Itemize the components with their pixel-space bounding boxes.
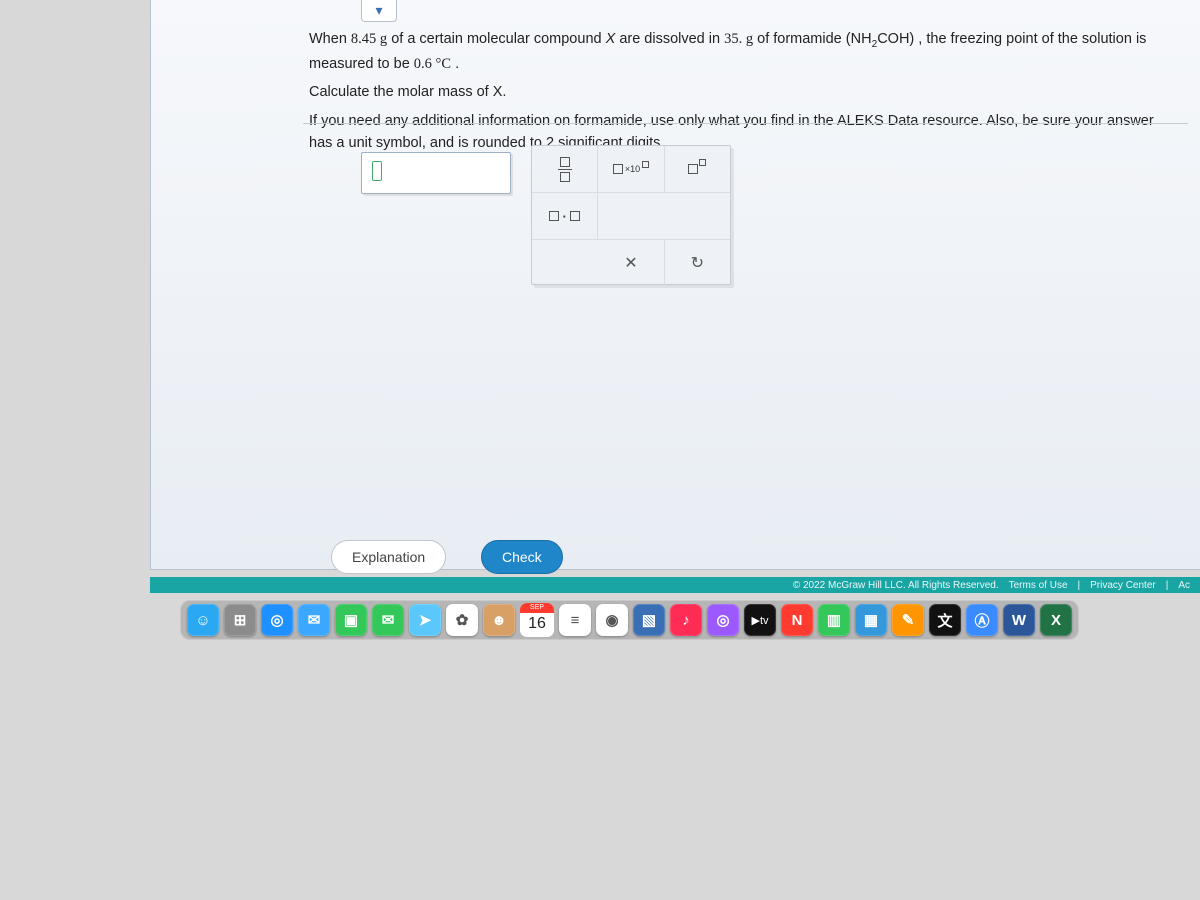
macos-dock: ☺⊞◎✉▣✉➤✿☻SEP16≡◉▧♪◎▶tvN▥▦✎文ⒶWX xyxy=(180,600,1079,640)
freezing-point: 0.6 °C xyxy=(414,56,451,72)
dock-finder-icon[interactable]: ☺ xyxy=(187,604,219,636)
section-divider xyxy=(303,123,1188,124)
math-tool-palette: ×10 · ✕ ↻ xyxy=(531,145,731,285)
collapse-toggle[interactable]: ▾ xyxy=(361,0,397,22)
aleks-problem-panel: ▾ When 8.45 g of a certain molecular com… xyxy=(150,0,1200,570)
tool-multiply-dot[interactable]: · xyxy=(532,193,598,239)
dock-music-icon[interactable]: ♪ xyxy=(670,604,702,636)
explanation-button[interactable]: Explanation xyxy=(331,540,446,574)
dock-pages-icon[interactable]: ✎ xyxy=(892,604,924,636)
dock-safari-icon[interactable]: ◎ xyxy=(261,604,293,636)
dock-excel-icon[interactable]: X xyxy=(1040,604,1072,636)
terms-link[interactable]: Terms of Use xyxy=(1009,580,1068,591)
dock-translate-icon[interactable]: 文 xyxy=(929,604,961,636)
answer-input[interactable] xyxy=(361,152,511,194)
solvent-formula: (NH2COH) xyxy=(846,31,914,47)
dock-reminders-icon[interactable]: ≡ xyxy=(559,604,591,636)
footer-sep: | xyxy=(1166,580,1169,591)
text: are dissolved in xyxy=(619,31,724,47)
problem-line-3: If you need any additional information o… xyxy=(309,110,1180,155)
dock-photos-icon[interactable]: ✿ xyxy=(446,604,478,636)
dock-word-icon[interactable]: W xyxy=(1003,604,1035,636)
problem-line-2: Calculate the molar mass of X. xyxy=(309,81,1180,103)
solute-mass: 8.45 g xyxy=(351,31,387,47)
dock-contacts-icon[interactable]: ☻ xyxy=(483,604,515,636)
problem-statement: When 8.45 g of a certain molecular compo… xyxy=(309,28,1180,161)
check-button[interactable]: Check xyxy=(481,540,563,574)
reset-icon: ↻ xyxy=(691,253,704,273)
dock-launchpad-icon[interactable]: ⊞ xyxy=(224,604,256,636)
dock-tv-icon[interactable]: ▶tv xyxy=(744,604,776,636)
dock-numbers-icon[interactable]: ▥ xyxy=(818,604,850,636)
dock-messages-icon[interactable]: ✉ xyxy=(372,604,404,636)
tool-sci-notation[interactable]: ×10 xyxy=(598,146,664,192)
footer-sep: | xyxy=(1078,580,1081,591)
privacy-link[interactable]: Privacy Center xyxy=(1090,580,1156,591)
x-icon: ✕ xyxy=(624,253,637,273)
text: . xyxy=(455,56,459,72)
tool-clear[interactable]: ✕ xyxy=(598,240,664,286)
copyright-text: © 2022 McGraw Hill LLC. All Rights Reser… xyxy=(793,580,999,591)
dock-maps-icon[interactable]: ➤ xyxy=(409,604,441,636)
dock-news-icon[interactable]: N xyxy=(781,604,813,636)
copyright-footer: © 2022 McGraw Hill LLC. All Rights Reser… xyxy=(150,577,1200,593)
dock-mail-icon[interactable]: ✉ xyxy=(298,604,330,636)
text: When xyxy=(309,31,351,47)
solvent-mass: 35. g xyxy=(724,31,753,47)
tool-fraction[interactable] xyxy=(532,146,598,192)
dock-facetime-icon[interactable]: ▣ xyxy=(335,604,367,636)
calendar-day: 16 xyxy=(528,613,546,635)
text: of a certain molecular compound xyxy=(391,31,605,47)
dock-appstore-icon[interactable]: Ⓐ xyxy=(966,604,998,636)
macos-dock-area: ☺⊞◎✉▣✉➤✿☻SEP16≡◉▧♪◎▶tvN▥▦✎文ⒶWX xyxy=(150,598,1200,642)
dock-keynote-icon[interactable]: ▦ xyxy=(855,604,887,636)
dock-preview-icon[interactable]: ▧ xyxy=(633,604,665,636)
tool-reset[interactable]: ↻ xyxy=(665,240,730,286)
dock-calendar[interactable]: SEP16 xyxy=(520,603,554,637)
dock-chrome-icon[interactable]: ◉ xyxy=(596,604,628,636)
accessibility-link[interactable]: Ac xyxy=(1178,580,1190,591)
tool-superscript[interactable] xyxy=(665,146,730,192)
chevron-down-icon: ▾ xyxy=(375,2,382,19)
text: of formamide xyxy=(757,31,846,47)
calendar-month: SEP xyxy=(520,603,554,613)
compound-variable: X xyxy=(606,31,616,47)
dock-podcasts-icon[interactable]: ◎ xyxy=(707,604,739,636)
input-caret xyxy=(372,161,382,181)
problem-line-1: When 8.45 g of a certain molecular compo… xyxy=(309,28,1180,75)
